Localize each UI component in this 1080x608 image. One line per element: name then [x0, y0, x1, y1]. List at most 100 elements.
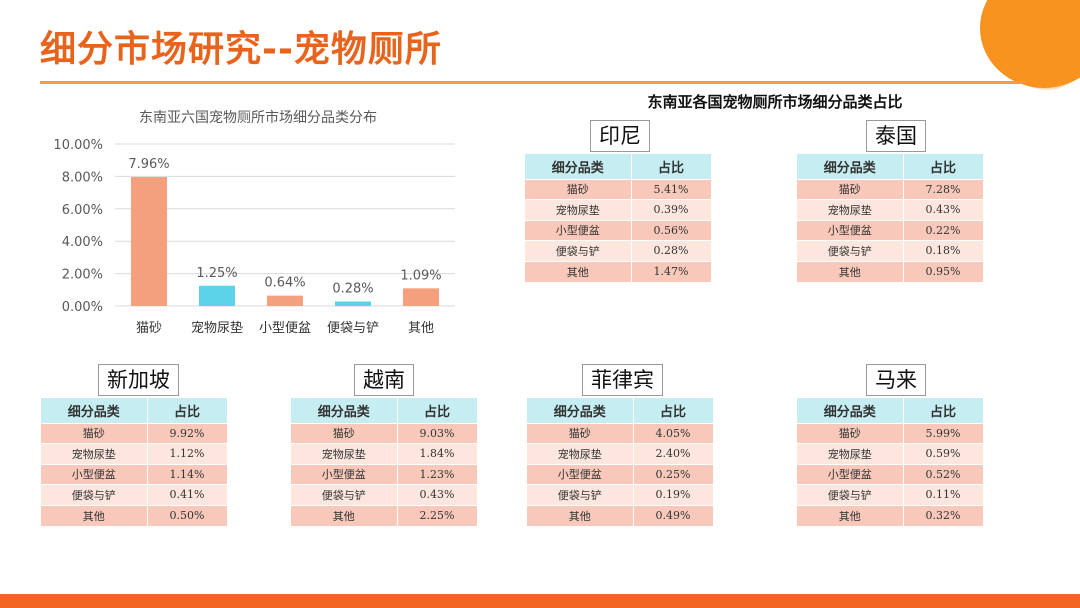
table-row: 小型便盆 1.14%	[41, 463, 228, 485]
bar	[403, 288, 439, 306]
table-header-row: 细分品类 占比	[797, 398, 984, 423]
corner-decoration	[980, 0, 1080, 88]
table-cell: 猫砂	[291, 422, 398, 444]
country-share-table: 细分品类 占比 猫砂 9.92% 宠物尿垫 1.12% 小型便盆 1.14% 便袋与铲 0.41%…	[41, 398, 228, 526]
bar	[199, 285, 235, 306]
y-tick-label: 4.00%	[62, 235, 103, 250]
data-label: 1.25%	[196, 266, 237, 281]
table-header-cell: 占比	[631, 154, 712, 179]
y-tick-label: 2.00%	[62, 268, 103, 283]
table-header-cell: 细分品类	[291, 398, 398, 423]
table-row: 便袋与铲 0.19%	[527, 484, 714, 505]
table-cell: 5.99%	[903, 422, 984, 444]
table-cell: 0.11%	[903, 484, 984, 505]
table-cell: 0.41%	[147, 484, 228, 505]
table-cell: 猫砂	[797, 178, 904, 200]
table-header-row: 细分品类 占比	[527, 398, 714, 423]
table-row: 其他 1.47%	[525, 260, 712, 282]
country-share-table: 细分品类 占比 猫砂 7.28% 宠物尿垫 0.43% 小型便盆 0.22% 便袋与铲 0.18%…	[797, 154, 984, 282]
table-row: 小型便盆 1.23%	[291, 463, 478, 485]
table-cell: 便袋与铲	[797, 484, 904, 505]
table-cell: 0.18%	[903, 240, 984, 261]
x-tick-label: 其他	[408, 321, 434, 336]
bar	[335, 301, 371, 306]
y-tick-label: 10.00%	[53, 138, 103, 153]
table-header-cell: 细分品类	[41, 398, 148, 423]
table-cell: 猫砂	[527, 422, 634, 444]
table-row: 宠物尿垫 0.59%	[797, 443, 984, 464]
table-row: 小型便盆 0.56%	[525, 219, 712, 241]
table-cell: 1.84%	[397, 443, 478, 464]
table-row: 其他 0.95%	[797, 260, 984, 282]
table-cell: 0.59%	[903, 443, 984, 464]
table-row: 猫砂 5.41%	[525, 178, 712, 200]
table-cell: 0.95%	[903, 260, 984, 282]
table-row: 小型便盆 0.22%	[797, 219, 984, 241]
data-label: 0.28%	[332, 281, 373, 296]
table-cell: 1.14%	[147, 463, 228, 485]
page-title: 细分市场研究--宠物厕所	[40, 29, 442, 70]
table-cell: 0.22%	[903, 219, 984, 241]
table-cell: 宠物尿垫	[527, 443, 634, 464]
table-row: 猫砂 9.92%	[41, 422, 228, 444]
table-cell: 宠物尿垫	[797, 443, 904, 464]
table-cell: 小型便盆	[797, 219, 904, 241]
table-header-row: 细分品类 占比	[291, 398, 478, 423]
table-cell: 0.43%	[903, 199, 984, 220]
table-cell: 宠物尿垫	[41, 443, 148, 464]
table-row: 便袋与铲 0.18%	[797, 240, 984, 261]
table-cell: 其他	[291, 504, 398, 526]
table-cell: 小型便盆	[41, 463, 148, 485]
table-row: 宠物尿垫 2.40%	[527, 443, 714, 464]
table-cell: 宠物尿垫	[291, 443, 398, 464]
table-row: 便袋与铲 0.28%	[525, 240, 712, 261]
table-header-cell: 占比	[147, 398, 228, 423]
tables-title: 东南亚各国宠物厕所市场细分品类占比	[647, 93, 903, 111]
country-name: 马来	[866, 364, 926, 396]
y-tick-label: 8.00%	[62, 170, 103, 185]
table-row: 其他 0.50%	[41, 504, 228, 526]
table-cell: 其他	[797, 260, 904, 282]
table-header-cell: 占比	[903, 154, 984, 179]
title-divider	[40, 81, 1025, 84]
table-cell: 便袋与铲	[41, 484, 148, 505]
data-label: 0.64%	[264, 276, 305, 291]
table-cell: 0.25%	[633, 463, 714, 485]
table-row: 其他 0.49%	[527, 504, 714, 526]
table-row: 宠物尿垫 0.39%	[525, 199, 712, 220]
table-cell: 0.32%	[903, 504, 984, 526]
country-share-table: 细分品类 占比 猫砂 9.03% 宠物尿垫 1.84% 小型便盆 1.23% 便袋与铲 0.43%…	[291, 398, 478, 526]
table-row: 猫砂 7.28%	[797, 178, 984, 200]
table-header-cell: 占比	[903, 398, 984, 423]
data-label: 1.09%	[400, 268, 441, 283]
x-tick-label: 小型便盆	[259, 321, 311, 336]
x-tick-label: 便袋与铲	[327, 321, 379, 336]
country-name: 越南	[354, 364, 414, 396]
x-tick-label: 猫砂	[136, 321, 162, 336]
table-header-row: 细分品类 占比	[41, 398, 228, 423]
table-row: 猫砂 9.03%	[291, 422, 478, 444]
table-cell: 其他	[41, 504, 148, 526]
chart-title: 东南亚六国宠物厕所市场细分品类分布	[139, 110, 377, 126]
table-row: 小型便盆 0.25%	[527, 463, 714, 485]
table-row: 猫砂 4.05%	[527, 422, 714, 444]
table-cell: 小型便盆	[291, 463, 398, 485]
table-cell: 便袋与铲	[525, 240, 632, 261]
country-share-table: 细分品类 占比 猫砂 5.99% 宠物尿垫 0.59% 小型便盆 0.52% 便袋与铲 0.11%…	[797, 398, 984, 526]
bar-chart: 0.00% 2.00% 4.00% 6.00% 8.00% 10.00% 7.96% 猫砂 1.…	[53, 138, 455, 336]
bar	[267, 295, 303, 306]
table-row: 宠物尿垫 1.12%	[41, 443, 228, 464]
table-cell: 小型便盆	[527, 463, 634, 485]
bar	[131, 177, 167, 306]
table-cell: 2.40%	[633, 443, 714, 464]
table-cell: 其他	[797, 504, 904, 526]
table-header-cell: 细分品类	[797, 154, 904, 179]
table-cell: 0.50%	[147, 504, 228, 526]
country-name: 新加坡	[98, 364, 179, 396]
table-row: 小型便盆 0.52%	[797, 463, 984, 485]
country-share-table: 细分品类 占比 猫砂 4.05% 宠物尿垫 2.40% 小型便盆 0.25% 便袋与铲 0.19%…	[527, 398, 714, 526]
y-tick-label: 6.00%	[62, 203, 103, 218]
table-header-cell: 细分品类	[525, 154, 632, 179]
table-cell: 5.41%	[631, 178, 712, 200]
table-cell: 其他	[525, 260, 632, 282]
